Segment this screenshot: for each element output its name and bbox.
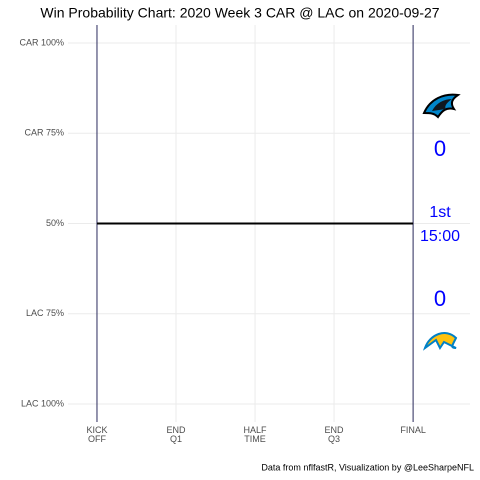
- y-tick-label: CAR 100%: [19, 37, 64, 47]
- x-tick-label: END Q1: [166, 425, 186, 444]
- panthers-logo: [422, 93, 461, 119]
- quarter: 1st: [429, 204, 451, 221]
- x-tick-label: HALF TIME: [243, 425, 267, 444]
- chargers-logo: [422, 332, 458, 351]
- away-score: 0: [434, 136, 446, 161]
- clock: 15:00: [420, 228, 460, 245]
- home-score: 0: [434, 286, 446, 311]
- y-tick-label: 50%: [46, 218, 64, 228]
- y-tick-label: CAR 75%: [24, 128, 64, 138]
- x-tick-label: KICK OFF: [86, 425, 108, 444]
- x-tick-label: FINAL: [400, 425, 426, 435]
- chart-title: Win Probability Chart: 2020 Week 3 CAR @…: [40, 5, 439, 21]
- y-tick-label: LAC 75%: [26, 308, 64, 318]
- y-tick-label: LAC 100%: [21, 398, 64, 408]
- x-tick-label: END Q3: [324, 425, 344, 444]
- caption: Data from nflfastR, Visualization by @Le…: [261, 462, 474, 472]
